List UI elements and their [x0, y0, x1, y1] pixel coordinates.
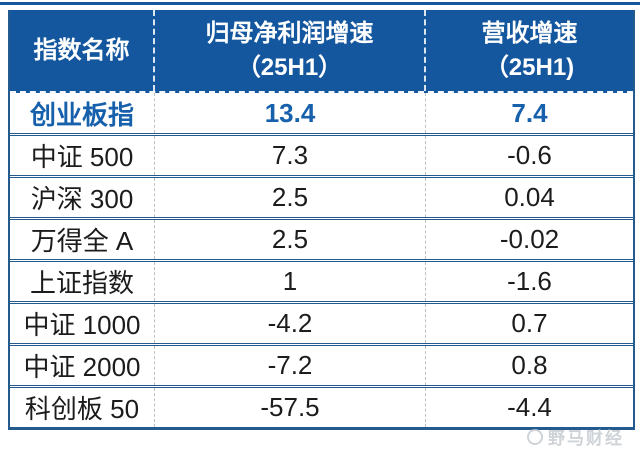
- header-cell-revenue-growth: 营收增速 （25H1): [426, 10, 633, 91]
- table-row-wind-all-a: 万得全 A 2.5 -0.02: [10, 217, 633, 259]
- profit-growth-cell: 7.3: [155, 136, 426, 175]
- revenue-growth-cell: 0.8: [511, 350, 548, 380]
- table-header-row: 指数名称 归母净利润增速 （25H1） 营收增速 （25H1): [10, 10, 633, 93]
- revenue-growth-cell: -4.4: [507, 392, 552, 422]
- table-row-csi500: 中证 500 7.3 -0.6: [10, 133, 633, 175]
- index-name-cell: 上证指数: [10, 262, 155, 301]
- header-label: 指数名称: [33, 36, 130, 64]
- profit-growth-cell: 1: [155, 262, 426, 301]
- table-row-csi300: 沪深 300 2.5 0.04: [10, 175, 633, 217]
- revenue-growth-cell: 0.04: [504, 182, 555, 212]
- revenue-growth-cell: 7.4: [511, 97, 548, 128]
- header-label: 营收增速: [481, 19, 578, 47]
- header-sublabel: （25H1): [484, 53, 575, 81]
- header-label: 归母净利润增速: [205, 19, 374, 47]
- index-name-cell: 科创板 50: [10, 388, 155, 427]
- index-name-cell: 中证 1000: [10, 304, 155, 343]
- index-name-cell: 中证 2000: [10, 346, 155, 385]
- table-row-sse-composite: 上证指数 1 -1.6: [10, 259, 633, 301]
- profit-growth-cell: -4.2: [155, 304, 426, 343]
- index-name-cell: 中证 500: [10, 136, 155, 175]
- revenue-growth-cell: -0.02: [499, 224, 560, 254]
- watermark-logo-icon: [527, 428, 543, 445]
- index-name-cell: 沪深 300: [10, 178, 155, 217]
- revenue-growth-cell: -0.6: [507, 140, 552, 170]
- profit-growth-cell: -57.5: [155, 388, 426, 427]
- index-name-cell: 创业板指: [10, 93, 155, 133]
- table-row-csi2000: 中证 2000 -7.2 0.8: [10, 343, 633, 385]
- index-growth-table: 指数名称 归母净利润增速 （25H1） 营收增速 （25H1) 创业板指 13.…: [8, 10, 635, 430]
- header-sublabel: （25H1）: [236, 53, 343, 81]
- profit-growth-cell: -7.2: [155, 346, 426, 385]
- index-name-cell: 万得全 A: [10, 220, 155, 259]
- profit-growth-cell: 2.5: [155, 220, 426, 259]
- table-row-csi1000: 中证 1000 -4.2 0.7: [10, 301, 633, 343]
- top-divider-line: [0, 2, 640, 5]
- header-cell-profit-growth: 归母净利润增速 （25H1）: [155, 10, 426, 91]
- revenue-growth-cell: -1.6: [507, 266, 552, 296]
- revenue-growth-cell: 0.7: [511, 308, 548, 338]
- table-row-chinext: 创业板指 13.4 7.4: [10, 93, 633, 133]
- table-body: 创业板指 13.4 7.4 中证 500 7.3 -0.6 沪深 300 2.5…: [10, 93, 633, 427]
- table-row-star50: 科创板 50 -57.5 -4.4: [10, 385, 633, 427]
- header-cell-index-name: 指数名称: [10, 10, 155, 91]
- profit-growth-cell: 2.5: [155, 178, 426, 217]
- profit-growth-cell: 13.4: [155, 93, 426, 133]
